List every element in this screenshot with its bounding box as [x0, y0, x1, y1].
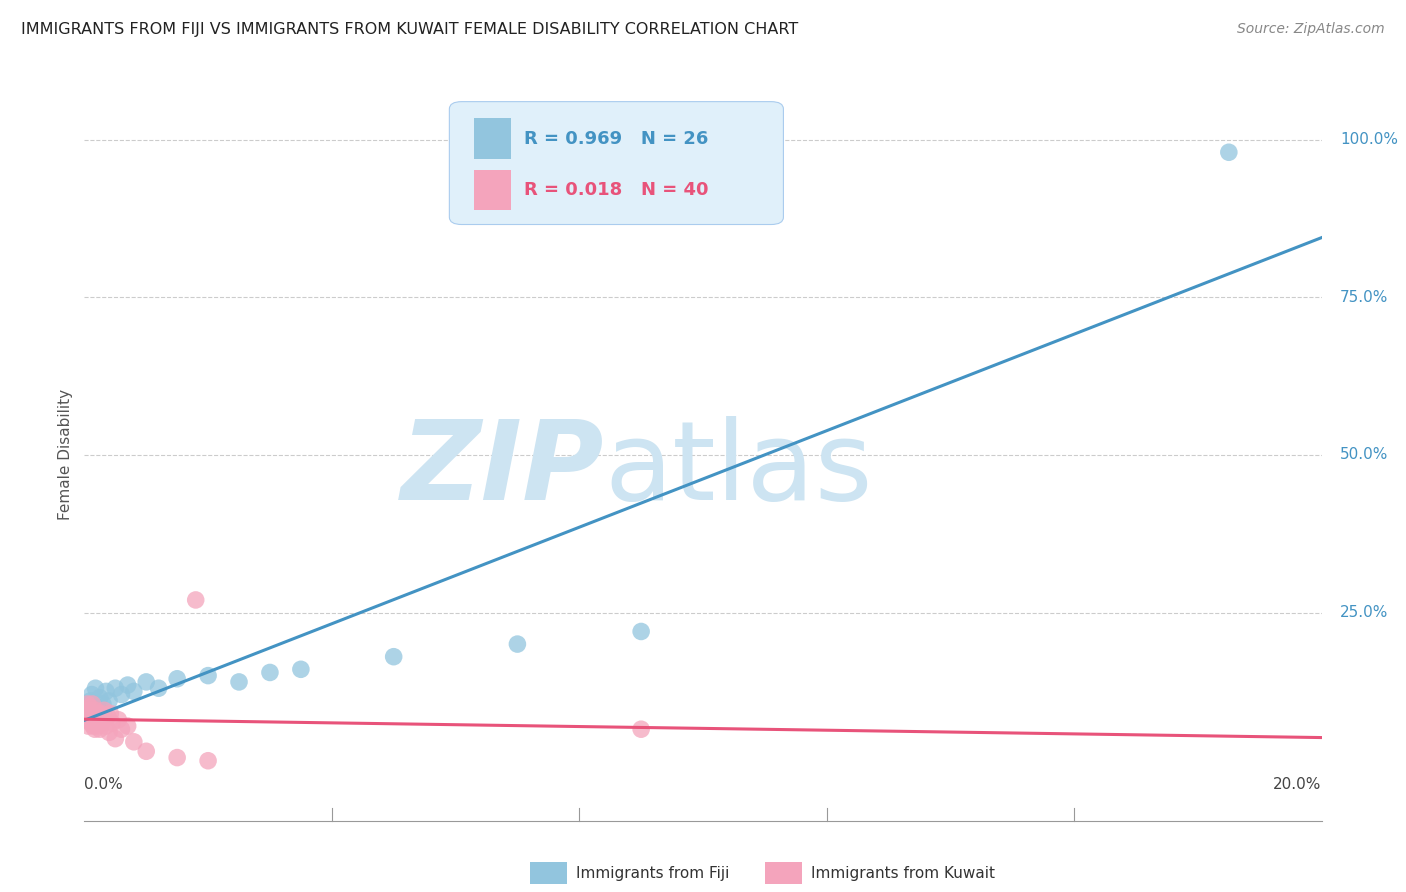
Point [135, 744, 157, 758]
Point [382, 649, 405, 664]
Y-axis label: Female Disability: Female Disability [58, 389, 73, 521]
Point [630, 624, 652, 639]
Point [77, 719, 100, 733]
Text: 75.0%: 75.0% [1340, 290, 1389, 305]
Point [90, 706, 112, 721]
Point [91, 713, 114, 727]
Point [76, 697, 98, 711]
Point [79, 700, 101, 714]
Point [77, 703, 100, 717]
Point [79, 709, 101, 723]
Point [184, 593, 207, 607]
Point [75, 706, 97, 721]
Point [83, 703, 105, 717]
Point [90, 715, 112, 730]
Point [117, 678, 139, 692]
Point [228, 674, 250, 689]
Point [84, 713, 107, 727]
Point [94, 684, 117, 698]
Point [117, 719, 139, 733]
Point [89, 690, 111, 705]
Point [101, 715, 124, 730]
Point [197, 754, 219, 768]
Point [91, 697, 114, 711]
Point [135, 674, 157, 689]
Text: Immigrants from Kuwait: Immigrants from Kuwait [811, 866, 994, 880]
Point [86, 719, 108, 733]
Point [87, 706, 110, 721]
Point [166, 672, 188, 686]
Point [290, 662, 312, 676]
Text: Source: ZipAtlas.com: Source: ZipAtlas.com [1237, 22, 1385, 37]
Text: atlas: atlas [605, 416, 873, 523]
Text: 50.0%: 50.0% [1340, 448, 1389, 462]
Point [82, 697, 104, 711]
Point [148, 681, 170, 696]
Point [98, 694, 121, 708]
Text: 100.0%: 100.0% [1340, 132, 1398, 147]
Text: ZIP: ZIP [401, 416, 605, 523]
Point [86, 700, 108, 714]
Point [94, 719, 117, 733]
Point [110, 723, 132, 737]
FancyBboxPatch shape [474, 169, 512, 210]
Text: 20.0%: 20.0% [1274, 777, 1322, 791]
Point [79, 706, 101, 721]
Text: 25.0%: 25.0% [1340, 605, 1389, 620]
FancyBboxPatch shape [530, 863, 567, 884]
Point [166, 750, 188, 764]
Point [259, 665, 281, 680]
Point [80, 706, 103, 721]
Point [93, 703, 115, 717]
FancyBboxPatch shape [765, 863, 801, 884]
Point [506, 637, 529, 651]
Point [104, 731, 127, 746]
Point [83, 709, 105, 723]
FancyBboxPatch shape [450, 102, 783, 225]
Text: R = 0.969   N = 26: R = 0.969 N = 26 [523, 130, 709, 148]
Point [122, 684, 145, 698]
Text: IMMIGRANTS FROM FIJI VS IMMIGRANTS FROM KUWAIT FEMALE DISABILITY CORRELATION CHA: IMMIGRANTS FROM FIJI VS IMMIGRANTS FROM … [21, 22, 799, 37]
Point [89, 723, 111, 737]
Point [84, 681, 107, 696]
Point [630, 723, 652, 737]
Point [76, 697, 98, 711]
Point [1218, 145, 1240, 160]
Point [80, 713, 103, 727]
Point [122, 735, 145, 749]
Point [110, 688, 132, 702]
Point [80, 688, 103, 702]
Point [76, 713, 98, 727]
Point [79, 715, 101, 730]
Point [104, 681, 127, 696]
Point [97, 709, 120, 723]
Point [83, 723, 105, 737]
Point [87, 709, 110, 723]
FancyBboxPatch shape [474, 119, 512, 159]
Point [197, 668, 219, 682]
Text: Immigrants from Fiji: Immigrants from Fiji [575, 866, 728, 880]
Point [82, 719, 104, 733]
Text: 0.0%: 0.0% [84, 777, 124, 791]
Text: R = 0.018   N = 40: R = 0.018 N = 40 [523, 181, 709, 199]
Point [79, 694, 101, 708]
Point [107, 713, 129, 727]
Point [84, 703, 107, 717]
Point [83, 706, 105, 721]
Point [98, 706, 121, 721]
Point [98, 725, 121, 739]
